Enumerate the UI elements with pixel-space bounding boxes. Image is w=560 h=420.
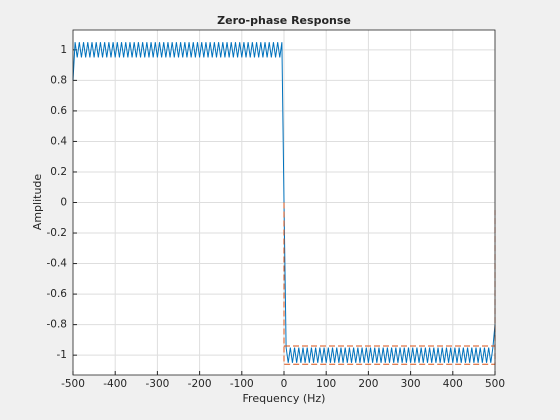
x-tick-label: -500 [61,378,85,390]
y-tick-label: -1 [57,349,67,361]
y-tick-label: 1 [60,44,67,56]
y-tick-label: -0.2 [47,227,68,239]
x-tick-label: 200 [358,378,378,390]
x-axis-label: Frequency (Hz) [243,392,326,405]
x-tick-label: 0 [281,378,288,390]
y-tick-label: 0.4 [50,135,67,147]
y-tick-label: 0.8 [50,74,67,86]
x-tick-label: -100 [230,378,254,390]
y-tick-label: -0.8 [47,319,68,331]
x-tick-label: 300 [401,378,421,390]
x-tick-label: -400 [103,378,127,390]
y-axis-label: Amplitude [31,174,44,231]
x-tick-label: -300 [145,378,169,390]
y-tick-label: 0 [60,197,67,209]
x-tick-label: -200 [188,378,212,390]
x-tick-label: 400 [443,378,463,390]
axes-box [72,29,496,376]
chart-title: Zero-phase Response [217,14,351,27]
y-tick-label: -0.4 [47,258,68,270]
y-tick-label: 0.2 [50,166,67,178]
y-tick-label: -0.6 [47,288,68,300]
y-tick-label: 0.6 [50,105,67,117]
x-tick-label: 500 [485,378,505,390]
x-tick-label: 100 [316,378,336,390]
